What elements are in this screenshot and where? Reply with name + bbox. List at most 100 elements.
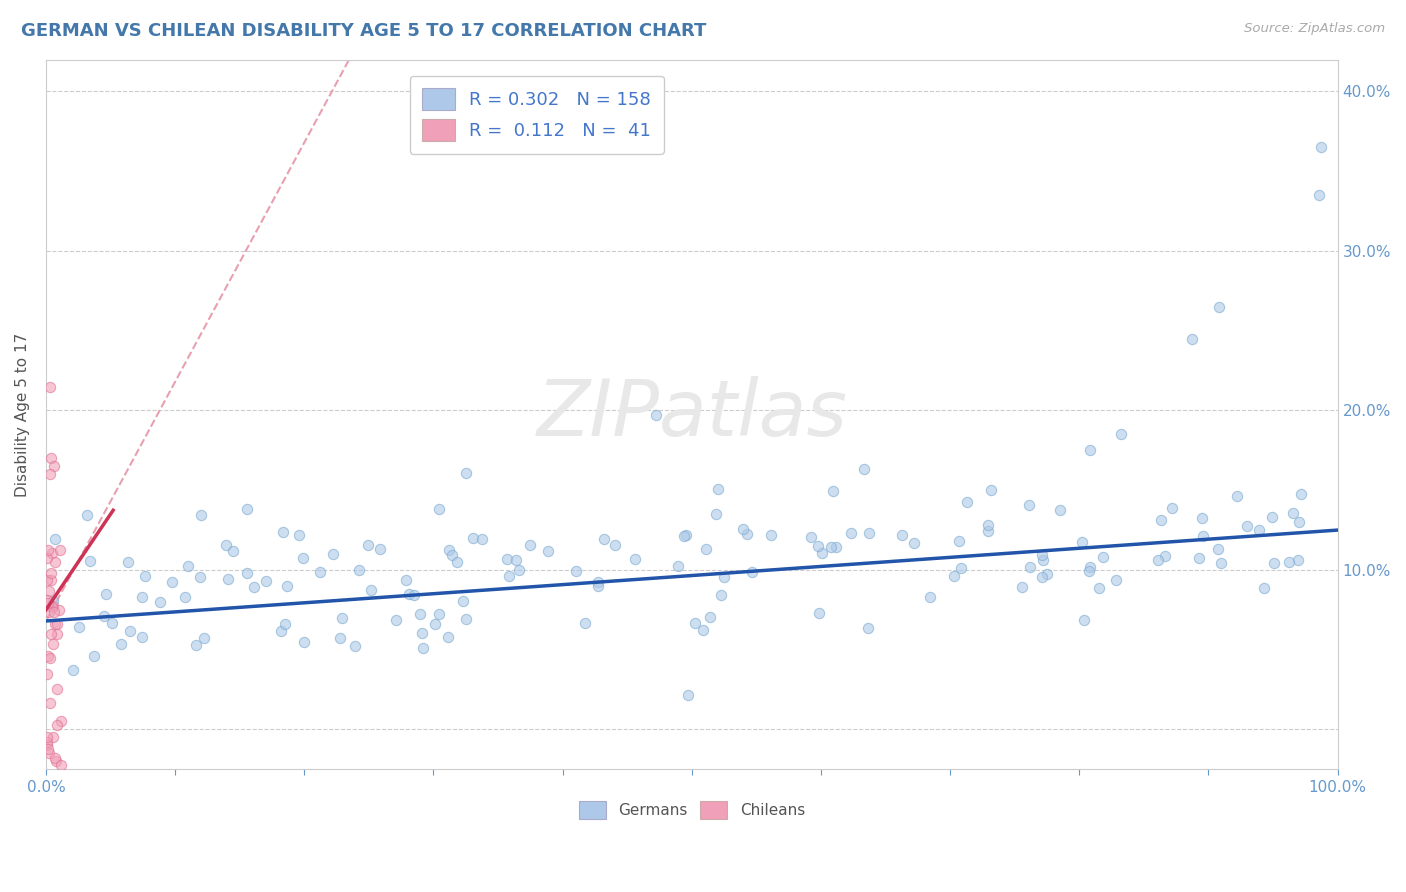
Text: GERMAN VS CHILEAN DISABILITY AGE 5 TO 17 CORRELATION CHART: GERMAN VS CHILEAN DISABILITY AGE 5 TO 17… [21, 22, 706, 40]
Point [811, 546, 834, 560]
Point [593, 533, 616, 547]
Point [39, 451, 62, 466]
Point [41, 599, 63, 613]
Point [42, 594, 65, 608]
Point [37, 649, 59, 664]
Point [38, 583, 60, 598]
Point [37, 666, 59, 681]
Point [423, 617, 446, 632]
Point [101, 615, 124, 630]
Point [44, 556, 66, 570]
Point [456, 466, 478, 480]
Point [1031, 570, 1053, 584]
Y-axis label: Disability Age 5 to 17: Disability Age 5 to 17 [15, 333, 30, 497]
Point [330, 611, 353, 625]
Point [800, 530, 823, 544]
Point [37, 595, 59, 609]
Point [309, 566, 332, 580]
Point [735, 526, 758, 541]
Point [903, 536, 925, 550]
Point [1071, 535, 1094, 549]
Point [1289, 486, 1312, 500]
Point [943, 569, 966, 583]
Point [825, 540, 848, 554]
Point [222, 543, 245, 558]
Point [1160, 501, 1182, 516]
Point [39, 379, 62, 393]
Point [236, 501, 259, 516]
Point [42, 731, 65, 745]
Point [1073, 613, 1095, 627]
Point [429, 501, 451, 516]
Point [160, 575, 183, 590]
Point [118, 624, 141, 639]
Point [1260, 510, 1282, 524]
Point [38, 696, 60, 710]
Point [586, 574, 609, 589]
Point [436, 631, 458, 645]
Point [1049, 502, 1071, 516]
Point [395, 573, 418, 587]
Point [1031, 548, 1053, 562]
Point [37, 741, 59, 756]
Point [586, 579, 609, 593]
Point [1226, 489, 1249, 503]
Point [174, 590, 197, 604]
Point [398, 587, 420, 601]
Point [495, 552, 517, 566]
Point [37, 592, 59, 607]
Point [437, 542, 460, 557]
Point [79, 553, 101, 567]
Point [1018, 560, 1040, 574]
Point [1278, 555, 1301, 569]
Point [713, 569, 735, 583]
Point [37, 739, 59, 753]
Point [807, 539, 830, 553]
Point [94, 587, 117, 601]
Point [48, 603, 70, 617]
Point [37, 735, 59, 749]
Point [624, 552, 647, 566]
Point [823, 484, 845, 499]
Point [1206, 542, 1229, 557]
Point [890, 528, 912, 542]
Point [42, 637, 65, 651]
Point [675, 528, 697, 542]
Point [741, 565, 763, 579]
Point [270, 624, 292, 638]
Point [672, 529, 695, 543]
Point [853, 462, 876, 476]
Point [344, 639, 367, 653]
Point [217, 572, 239, 586]
Point [706, 482, 728, 496]
Point [1036, 567, 1059, 582]
Point [274, 616, 297, 631]
Point [193, 631, 215, 645]
Point [134, 569, 156, 583]
Point [1209, 556, 1232, 570]
Point [1236, 519, 1258, 533]
Point [759, 527, 782, 541]
Point [1282, 507, 1305, 521]
Point [1308, 188, 1330, 202]
Point [41, 599, 63, 614]
Point [83, 649, 105, 664]
Point [117, 555, 139, 569]
Point [692, 623, 714, 637]
Point [1105, 573, 1128, 587]
Point [402, 588, 425, 602]
Point [1188, 550, 1211, 565]
Point [44, 532, 66, 546]
Point [1263, 556, 1285, 570]
Point [38, 605, 60, 619]
Point [276, 579, 298, 593]
Point [699, 610, 721, 624]
Point [980, 483, 1002, 497]
Point [291, 551, 314, 566]
Point [39, 627, 62, 641]
Point [463, 531, 485, 545]
Point [918, 591, 941, 605]
Point [471, 532, 494, 546]
Point [731, 522, 754, 536]
Point [76, 508, 98, 522]
